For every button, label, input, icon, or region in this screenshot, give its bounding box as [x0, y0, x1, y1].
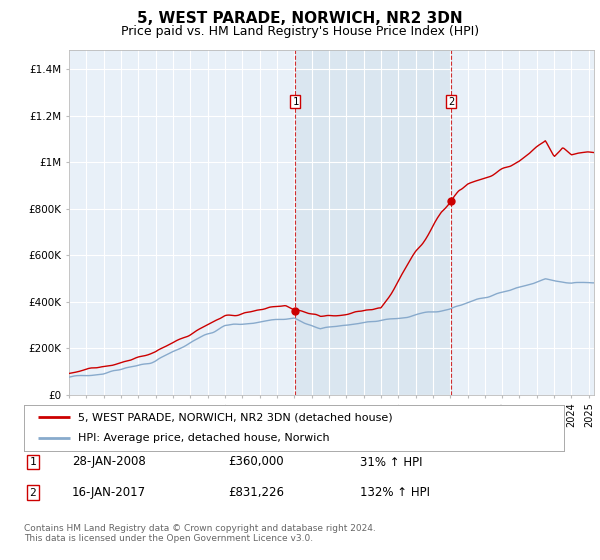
Text: 1: 1: [292, 96, 299, 106]
Text: 2: 2: [29, 488, 37, 498]
Text: Price paid vs. HM Land Registry's House Price Index (HPI): Price paid vs. HM Land Registry's House …: [121, 25, 479, 38]
Text: 16-JAN-2017: 16-JAN-2017: [72, 486, 146, 500]
Text: HPI: Average price, detached house, Norwich: HPI: Average price, detached house, Norw…: [78, 433, 329, 443]
Bar: [295, 50, 451, 395]
Text: 5, WEST PARADE, NORWICH, NR2 3DN (detached house): 5, WEST PARADE, NORWICH, NR2 3DN (detach…: [78, 412, 392, 422]
Text: 132% ↑ HPI: 132% ↑ HPI: [360, 486, 430, 500]
Text: Contains HM Land Registry data © Crown copyright and database right 2024.
This d: Contains HM Land Registry data © Crown c…: [24, 524, 376, 543]
Text: 28-JAN-2008: 28-JAN-2008: [72, 455, 146, 469]
Text: 2: 2: [448, 96, 454, 106]
Text: 31% ↑ HPI: 31% ↑ HPI: [360, 455, 422, 469]
Text: £831,226: £831,226: [228, 486, 284, 500]
Text: 1: 1: [29, 457, 37, 467]
Text: 5, WEST PARADE, NORWICH, NR2 3DN: 5, WEST PARADE, NORWICH, NR2 3DN: [137, 11, 463, 26]
Text: £360,000: £360,000: [228, 455, 284, 469]
